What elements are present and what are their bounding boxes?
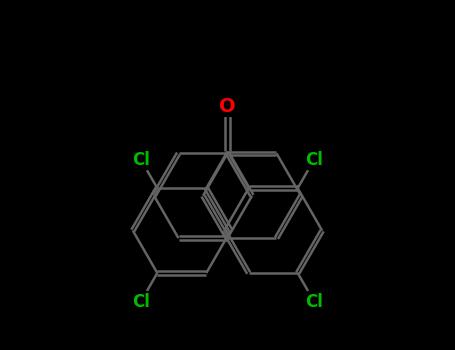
Text: O: O (219, 97, 236, 116)
Text: Cl: Cl (305, 150, 323, 169)
Text: Cl: Cl (132, 293, 150, 310)
Text: Cl: Cl (305, 293, 323, 310)
Text: Cl: Cl (132, 150, 150, 169)
